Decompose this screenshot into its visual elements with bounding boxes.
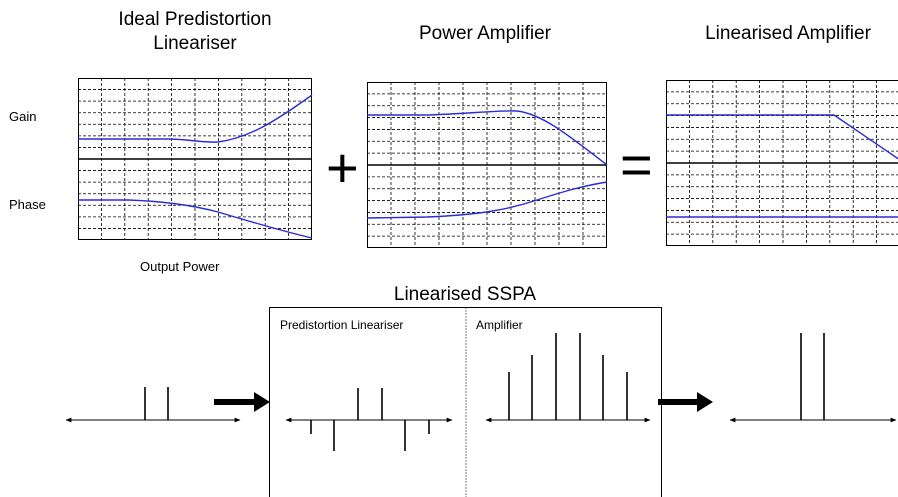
predistortion-spectrum — [286, 388, 452, 451]
right-arrow-icon — [214, 392, 270, 412]
right-arrow-icon — [658, 392, 713, 412]
output-spectrum — [730, 333, 896, 420]
input-spectrum — [66, 387, 240, 420]
amplifier-spectrum — [486, 333, 650, 420]
